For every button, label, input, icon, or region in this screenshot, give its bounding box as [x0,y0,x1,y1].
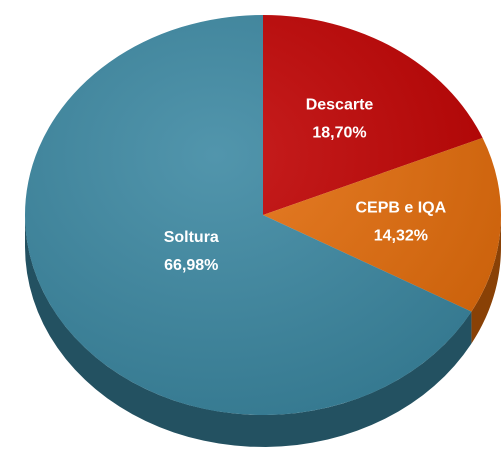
slice-label: Descarte [306,97,374,114]
slice-value-label: 18,70% [312,125,366,142]
slice-label: CEPB e IQA [355,199,446,216]
slice-label: Soltura [164,229,219,246]
slice-value-label: 14,32% [374,227,428,244]
slice-value-label: 66,98% [164,257,218,274]
pie-labels: Descarte 18,70% CEPB e IQA 14,32% Soltura 66,… [164,97,447,274]
